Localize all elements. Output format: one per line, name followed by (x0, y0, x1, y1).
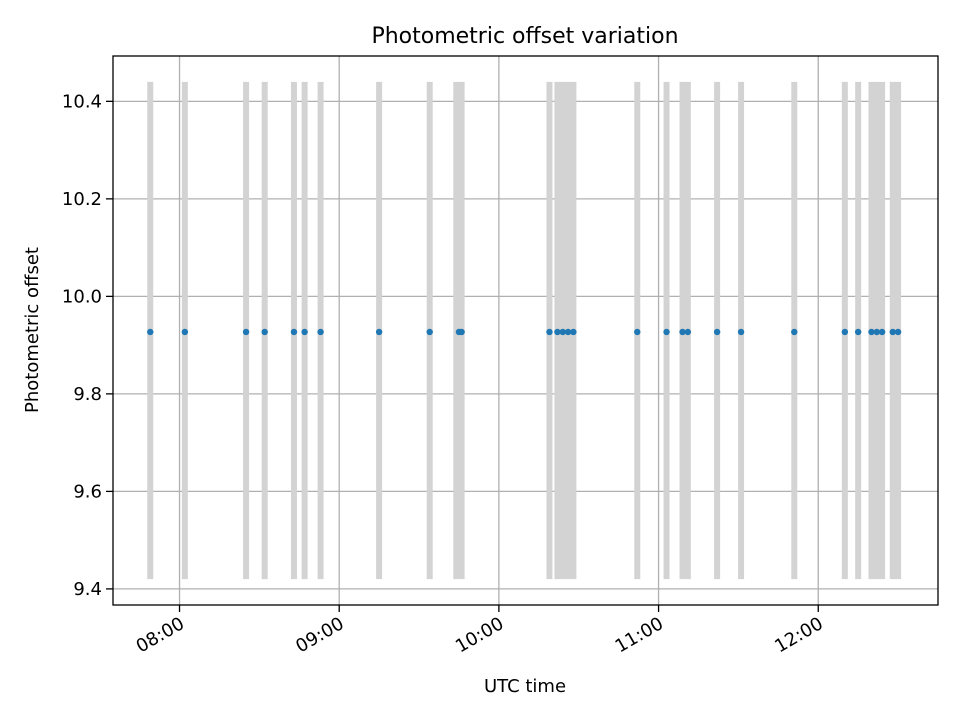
data-point (679, 328, 686, 336)
grid-layer (113, 56, 938, 605)
data-point (554, 328, 561, 336)
data-point (570, 328, 577, 336)
plot-frame (112, 55, 939, 606)
x-tick-label: 10:00 (452, 613, 507, 657)
data-point (878, 328, 886, 336)
x-axis-ticks: 08:00 09:00 10:00 11:00 12:00 (133, 605, 827, 657)
data-point (634, 328, 641, 336)
y-tick-label: 9.8 (73, 384, 102, 405)
data-point (564, 328, 572, 336)
data-point (546, 328, 553, 336)
y-tick-label: 9.4 (73, 579, 102, 600)
data-points (147, 328, 902, 336)
data-point (242, 328, 250, 336)
data-point (868, 328, 875, 336)
x-tick-label: 12:00 (771, 613, 826, 657)
x-tick-label: 08:00 (133, 613, 188, 657)
data-point (375, 328, 383, 336)
data-point (426, 328, 433, 336)
y-axis-ticks: 9.4 9.6 9.8 10.0 10.2 10.4 (62, 91, 113, 600)
data-point (181, 328, 189, 336)
data-point (873, 328, 880, 336)
data-point (301, 328, 308, 336)
data-point (841, 328, 849, 336)
data-point (894, 328, 902, 336)
y-tick-label: 9.6 (73, 481, 102, 502)
data-point (147, 328, 154, 336)
data-point (854, 328, 862, 336)
data-point (713, 328, 721, 336)
y-axis-label: Photometric offset (22, 247, 43, 413)
x-tick-label: 09:00 (292, 613, 347, 657)
data-point (317, 328, 324, 336)
x-tick-label: 11:00 (612, 613, 667, 657)
data-point (889, 328, 896, 336)
x-axis-label: UTC time (484, 676, 566, 697)
y-tick-label: 10.2 (62, 189, 102, 210)
y-tick-label: 10.0 (62, 286, 102, 307)
data-point (290, 328, 298, 336)
data-point (458, 328, 465, 336)
data-point (791, 328, 798, 336)
data-point (737, 328, 745, 336)
data-point (663, 328, 670, 336)
data-point (684, 328, 692, 336)
chart-title: Photometric offset variation (371, 24, 678, 49)
data-point (261, 328, 268, 336)
y-tick-label: 10.4 (62, 91, 102, 112)
data-point (559, 328, 566, 336)
